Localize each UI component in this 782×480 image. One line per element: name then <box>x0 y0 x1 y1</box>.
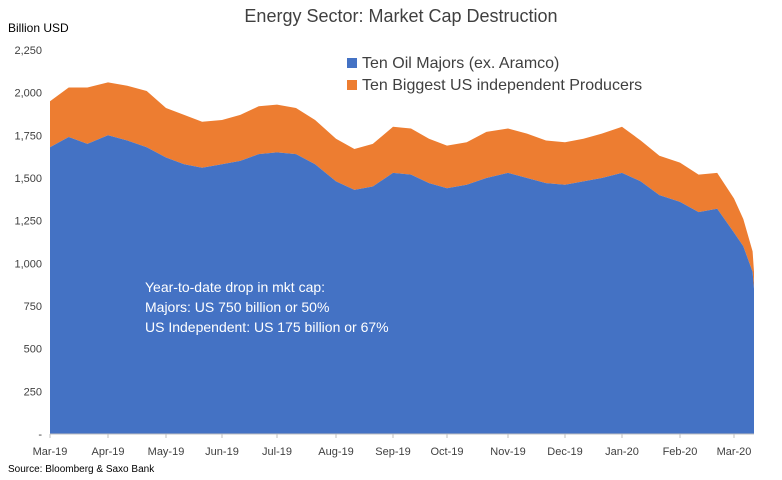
y-tick-label: 750 <box>24 301 42 313</box>
y-tick-label: - <box>38 429 42 441</box>
area-series-independents <box>50 82 754 305</box>
x-tick-label: Mar-19 <box>33 446 68 458</box>
source-note: Source: Bloomberg & Saxo Bank <box>8 464 155 475</box>
x-tick-label: Sep-19 <box>375 446 410 458</box>
annotation-line-3: US Independent: US 175 billion or 67% <box>145 319 389 335</box>
y-tick-label: 250 <box>24 386 42 398</box>
legend-swatch-majors <box>347 58 357 68</box>
area-series-majors <box>50 135 754 435</box>
y-tick-label: 1,750 <box>14 130 42 142</box>
x-tick-label: Oct-19 <box>430 446 463 458</box>
legend-label-independents: Ten Biggest US independent Producers <box>362 77 642 94</box>
x-tick-label: Apr-19 <box>91 446 124 458</box>
x-tick-label: Nov-19 <box>490 446 525 458</box>
y-tick-label: 1,250 <box>14 216 42 228</box>
y-axis-unit-label: Billion USD <box>8 21 69 35</box>
y-tick-label: 500 <box>24 344 42 356</box>
y-tick-label: 1,000 <box>14 258 42 270</box>
legend: Ten Oil Majors (ex. Aramco) Ten Biggest … <box>347 55 642 94</box>
y-axis-ticks: - 250 500 750 1,000 1,250 1,500 1,750 2,000 2,250 <box>14 45 42 441</box>
x-axis-ticks: Mar-19 Apr-19 May-19 Jun-19 Jul-19 Aug-19 Sep-… <box>33 434 752 458</box>
x-tick-label: Jan-20 <box>605 446 639 458</box>
area-series-group <box>50 82 754 435</box>
x-tick-label: May-19 <box>148 446 185 458</box>
annotation-line-2: Majors: US 750 billion or 50% <box>145 299 329 315</box>
x-tick-label: Mar-20 <box>717 446 752 458</box>
x-tick-label: Dec-19 <box>547 446 582 458</box>
annotation-line-1: Year-to-date drop in mkt cap: <box>145 279 325 295</box>
x-tick-label: Aug-19 <box>318 446 353 458</box>
legend-label-majors: Ten Oil Majors (ex. Aramco) <box>362 55 559 72</box>
x-tick-label: Jun-19 <box>205 446 239 458</box>
x-tick-label: Feb-20 <box>663 446 698 458</box>
y-tick-label: 1,500 <box>14 173 42 185</box>
x-tick-label: Jul-19 <box>262 446 292 458</box>
legend-swatch-independents <box>347 80 357 90</box>
annotation-box: Year-to-date drop in mkt cap: Majors: US… <box>145 279 389 335</box>
chart-title: Energy Sector: Market Cap Destruction <box>244 6 557 26</box>
y-tick-label: 2,250 <box>14 45 42 57</box>
y-tick-label: 2,000 <box>14 88 42 100</box>
